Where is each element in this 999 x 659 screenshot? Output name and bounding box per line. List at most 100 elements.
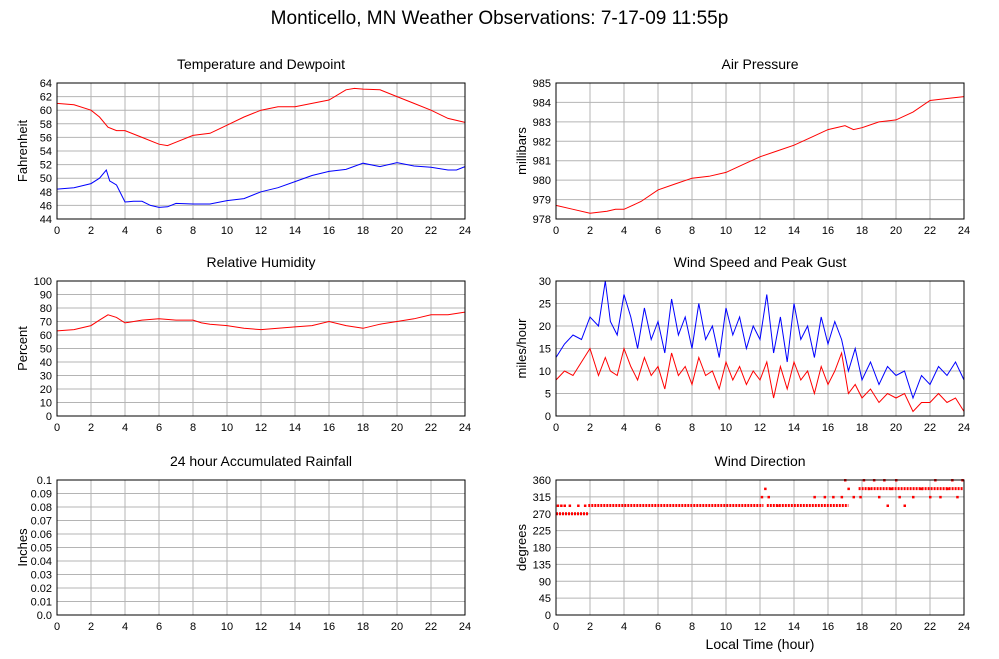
temp-x-tick-label: 10 [221, 225, 233, 237]
direction-x-tick-label: 4 [621, 621, 627, 633]
direction-y-tick-label: 0 [545, 610, 551, 622]
humidity-chart-title: Relative Humidity [207, 254, 316, 270]
wind-x-tick-label: 20 [890, 422, 902, 434]
pressure-series-line-0 [555, 96, 965, 214]
direction-point [920, 487, 923, 491]
direction-x-tick-label: 12 [754, 621, 766, 633]
direction-point [886, 504, 889, 507]
temp-y-tick-label: 50 [40, 173, 52, 185]
humidity-y-tick-label: 30 [40, 371, 52, 383]
rain-y-tick-label: 0.1 [37, 475, 52, 487]
pressure-x-tick-label: 22 [924, 225, 936, 237]
temp-x-tick-label: 6 [156, 225, 162, 237]
temp-x-tick-label: 2 [88, 225, 94, 237]
direction-point [760, 495, 764, 499]
temp-y-tick-label: 54 [40, 146, 52, 158]
humidity-x-tick-label: 20 [391, 422, 403, 434]
pressure-x-tick-label: 18 [856, 225, 868, 237]
wind-series-line-1 [555, 346, 965, 413]
direction-x-tick-label: 10 [720, 621, 732, 633]
direction-point [878, 495, 881, 499]
direction-point [767, 495, 770, 499]
rain-y-tick-label: 0.09 [31, 489, 52, 501]
pressure-y-tick-label: 980 [533, 175, 551, 187]
temp-x-tick-label: 4 [122, 225, 128, 237]
rain-x-tick-label: 0 [54, 621, 60, 633]
direction-point [813, 495, 816, 499]
temp-y-tick-label: 56 [40, 132, 52, 144]
direction-x-tick-label: 2 [587, 621, 593, 633]
temp-x-tick-label: 20 [391, 225, 403, 237]
humidity-x-tick-label: 22 [425, 422, 437, 434]
pressure-x-tick-label: 0 [553, 225, 559, 237]
temp-x-tick-label: 8 [190, 225, 196, 237]
pressure-y-tick-label: 979 [533, 195, 551, 207]
wind-series-line-0 [555, 280, 965, 400]
wind-y-tick-label: 15 [539, 344, 551, 356]
direction-point [840, 495, 844, 499]
temp-y-axis-label: Fahrenheit [15, 120, 30, 183]
direction-x-tick-label: 14 [788, 621, 800, 633]
direction-y-tick-label: 180 [533, 543, 551, 555]
wind-x-tick-label: 14 [788, 422, 800, 434]
rain-x-tick-label: 16 [323, 621, 335, 633]
wind-x-tick-label: 18 [856, 422, 868, 434]
wind-y-tick-label: 20 [539, 321, 551, 333]
direction-point [776, 504, 779, 507]
rain-x-tick-label: 22 [425, 621, 437, 633]
wind-x-tick-label: 4 [621, 422, 627, 434]
temp-series-line-0 [56, 87, 466, 147]
direction-point [556, 504, 560, 507]
pressure-y-tick-label: 982 [533, 136, 551, 148]
temp-y-tick-label: 52 [40, 160, 52, 172]
temp-series-line-1 [56, 162, 466, 208]
direction-x-tick-label: 18 [856, 621, 868, 633]
pressure-y-tick-label: 985 [533, 78, 551, 90]
humidity-y-tick-label: 80 [40, 303, 52, 315]
wind-x-tick-label: 22 [924, 422, 936, 434]
direction-y-tick-label: 45 [539, 593, 551, 605]
direction-x-tick-label: 24 [958, 621, 970, 633]
direction-point [859, 495, 862, 499]
wind-y-tick-label: 25 [539, 299, 551, 311]
humidity-x-tick-label: 2 [88, 422, 94, 434]
humidity-x-tick-label: 24 [459, 422, 471, 434]
direction-point [568, 504, 572, 507]
direction-y-tick-label: 135 [533, 559, 551, 571]
direction-point [852, 495, 855, 499]
humidity-y-tick-label: 50 [40, 344, 52, 356]
humidity-x-tick-label: 18 [357, 422, 369, 434]
direction-point [939, 495, 942, 499]
wind-x-tick-label: 10 [720, 422, 732, 434]
humidity-y-tick-label: 10 [40, 398, 52, 410]
temp-chart-title: Temperature and Dewpoint [177, 56, 345, 72]
pressure-x-tick-label: 2 [587, 225, 593, 237]
pressure-plot-frame [555, 82, 965, 220]
direction-point [563, 504, 566, 507]
humidity-y-tick-label: 0 [46, 411, 52, 423]
pressure-x-tick-label: 10 [720, 225, 732, 237]
direction-y-axis-label: degrees [514, 524, 529, 571]
humidity-x-tick-label: 14 [289, 422, 301, 434]
humidity-x-tick-label: 10 [221, 422, 233, 434]
pressure-y-tick-label: 981 [533, 156, 551, 168]
temp-y-tick-label: 46 [40, 200, 52, 212]
pressure-x-tick-label: 24 [958, 225, 970, 237]
direction-y-tick-label: 225 [533, 526, 551, 538]
rain-x-tick-label: 2 [88, 621, 94, 633]
pressure-y-tick-label: 978 [533, 214, 551, 226]
temp-y-tick-label: 58 [40, 119, 52, 131]
rain-x-tick-label: 14 [289, 621, 301, 633]
rain-x-tick-label: 4 [122, 621, 128, 633]
wind-y-tick-label: 30 [539, 276, 551, 288]
wind-y-axis-label: miles/hour [514, 318, 529, 379]
rain-y-tick-label: 0.02 [31, 583, 52, 595]
rain-x-tick-label: 12 [255, 621, 267, 633]
wind-x-tick-label: 2 [587, 422, 593, 434]
humidity-y-tick-label: 90 [40, 290, 52, 302]
pressure-y-axis-label: millibars [514, 127, 529, 175]
